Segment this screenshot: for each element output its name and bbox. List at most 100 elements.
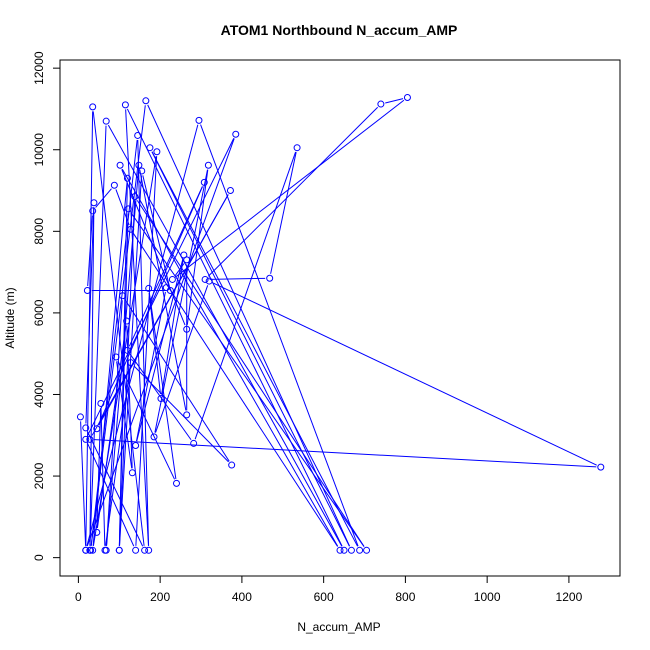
series-line-segment (124, 299, 230, 462)
data-point (101, 546, 109, 554)
series-line-segment (100, 407, 106, 546)
series-line-segment (135, 156, 158, 546)
series-line-segment (130, 212, 365, 547)
data-point (87, 546, 95, 554)
series-line-segment (126, 325, 133, 469)
data-point (123, 346, 131, 354)
data-point (123, 174, 131, 182)
series-line-segment (87, 138, 235, 436)
data-point (266, 274, 274, 282)
y-tick-label: 2000 (32, 462, 46, 489)
series-line-segment (175, 99, 405, 278)
data-point (226, 187, 234, 195)
data-point (150, 433, 158, 441)
data-point (180, 251, 188, 259)
series-line-segment (126, 108, 343, 547)
data-point (82, 424, 90, 432)
series-line-segment (105, 300, 123, 546)
data-point (141, 546, 149, 554)
series-line-segment (133, 365, 229, 463)
data-point (363, 546, 371, 554)
data-point (83, 286, 91, 294)
series-line-segment (89, 125, 107, 546)
series-line-segment (154, 169, 208, 433)
data-point (134, 131, 142, 139)
data-point (93, 528, 101, 536)
data-point (204, 161, 212, 169)
data-point (205, 277, 213, 285)
data-point (162, 284, 170, 292)
series-line-segment (132, 232, 338, 547)
data-point (115, 546, 123, 554)
x-tick-label: 200 (150, 590, 170, 604)
data-point (340, 546, 348, 554)
data-point (138, 167, 146, 175)
chart-title: ATOM1 Northbound N_accum_AMP (221, 22, 458, 38)
data-point (124, 205, 132, 213)
series-line-segment (139, 169, 187, 411)
series-line-segment (385, 98, 404, 104)
series-line-segment (105, 367, 131, 546)
data-point (145, 546, 153, 554)
x-tick-label: 800 (395, 590, 415, 604)
data-point (146, 144, 154, 152)
data-point (190, 439, 198, 447)
data-point (201, 275, 209, 283)
data-point (232, 130, 240, 138)
data-point (110, 181, 118, 189)
data-point (116, 161, 124, 169)
x-tick-label: 600 (314, 590, 334, 604)
y-axis-label: Altitude (m) (3, 287, 17, 348)
series-line-segment (186, 169, 209, 325)
data-point (119, 292, 127, 300)
x-tick-label: 1000 (474, 590, 501, 604)
x-tick-label: 0 (75, 590, 82, 604)
data-point (200, 178, 208, 186)
data-point (356, 546, 364, 554)
data-point (336, 546, 344, 554)
series-line-segment (136, 200, 365, 547)
series-line-segment (94, 439, 597, 468)
series-line-segment (209, 277, 266, 280)
data-point (76, 413, 84, 421)
series-line-segment (148, 292, 161, 395)
y-tick-label: 10000 (32, 133, 46, 167)
series-line-segment (128, 186, 203, 347)
series-line-segment (96, 325, 127, 528)
data-point (127, 359, 135, 367)
data-point (293, 144, 301, 152)
data-point (89, 207, 97, 215)
data-point (183, 411, 191, 419)
series-line-segment (80, 421, 87, 546)
data-point (121, 101, 129, 109)
data-point (123, 317, 131, 325)
y-tick-label: 0 (32, 554, 46, 561)
data-point (93, 425, 101, 433)
data-point (228, 461, 236, 469)
series-line-segment (121, 168, 339, 547)
data-point (89, 103, 97, 111)
data-point (142, 97, 150, 105)
series-line-segment (135, 291, 166, 442)
series-line-segment (87, 215, 93, 287)
data-point (82, 546, 90, 554)
series-line-segment (213, 282, 597, 466)
data-point (403, 94, 411, 102)
data-point (195, 116, 203, 124)
series-line-segment (106, 169, 140, 546)
data-point (172, 479, 180, 487)
data-point (157, 395, 165, 403)
series-line-segment (136, 259, 184, 442)
series-line-segment (200, 124, 359, 547)
y-tick-label: 6000 (32, 299, 46, 326)
data-point (127, 225, 135, 233)
data-point (90, 199, 98, 207)
plot-area (76, 94, 605, 554)
series-line-segment (129, 353, 192, 441)
y-tick-label: 12000 (32, 51, 46, 85)
data-point (89, 546, 97, 554)
x-tick-label: 1200 (556, 590, 583, 604)
series-line-segment (117, 360, 176, 480)
series-line-segment (207, 106, 379, 277)
